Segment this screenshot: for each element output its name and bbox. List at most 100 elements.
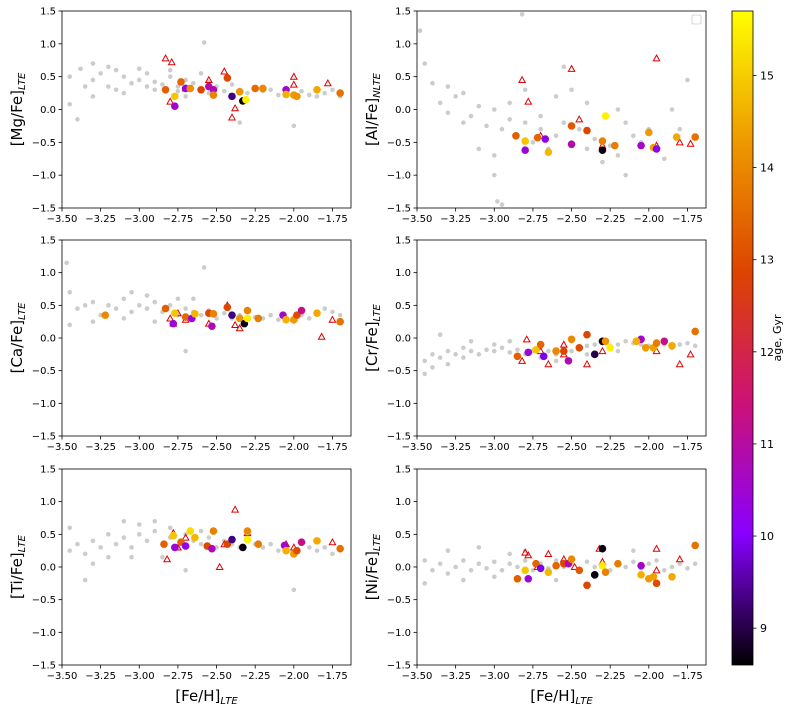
background-star-point <box>98 545 103 550</box>
age-colored-star-point <box>181 542 190 550</box>
age-colored-star-point <box>601 112 610 120</box>
background-star-point <box>692 343 698 349</box>
background-star-point <box>175 84 181 89</box>
y-axis-label: [Ni/Fe]LTE <box>363 533 383 600</box>
colorbar-tick-label: 14 <box>760 162 774 175</box>
y-tick-label: 1.0 <box>395 268 411 279</box>
y-axis-label-subscript: LTE <box>372 533 383 551</box>
comparison-triangle-point <box>289 72 298 80</box>
background-star-point <box>167 67 173 73</box>
background-star-point <box>152 528 158 534</box>
x-tick-label: −3.50 <box>402 671 433 682</box>
comparison-triangle-point <box>544 549 553 557</box>
age-colored-star-point <box>691 541 699 550</box>
background-star-point <box>82 577 88 583</box>
age-colored-star-point <box>160 540 168 548</box>
age-colored-star-point <box>601 568 610 577</box>
age-colored-star-point <box>536 564 545 573</box>
background-star-point <box>144 71 150 76</box>
comparison-triangle-point <box>181 533 190 541</box>
background-star-point <box>461 345 466 351</box>
background-star-point <box>106 303 111 308</box>
x-tick-label: −2.50 <box>201 671 232 682</box>
background-star-point <box>484 347 489 353</box>
comparison-triangle-point <box>675 359 684 368</box>
x-tick-label: −3.25 <box>440 214 471 225</box>
background-star-point <box>322 306 328 311</box>
age-colored-star-point <box>243 527 252 535</box>
age-colored-star-point <box>614 559 622 568</box>
comparison-triangle-point <box>524 551 533 559</box>
x-tick-label: −2.50 <box>201 442 232 453</box>
age-colored-star-point <box>171 309 179 317</box>
comparison-triangle-point <box>652 566 661 574</box>
y-tick-label: −1.5 <box>32 661 56 672</box>
colorbar: 9 10 11 12 13 14 15 age, Gyr <box>731 10 784 666</box>
background-star-point <box>152 319 158 324</box>
background-star-point <box>198 528 204 534</box>
background-star-point <box>136 303 142 308</box>
y-axis-label: [Ti/Fe]LTE <box>8 534 28 599</box>
x-tick-label: −3.25 <box>85 442 116 453</box>
x-tick-label: −3.00 <box>479 442 510 453</box>
age-colored-star-point <box>513 574 522 583</box>
y-tick-label: 1.5 <box>40 7 56 18</box>
x-axis-label: [Fe/H]LTE <box>175 687 238 707</box>
background-star-point <box>468 338 474 344</box>
age-colored-star-point <box>583 581 591 590</box>
background-star-point <box>422 371 428 377</box>
background-star-point <box>268 541 273 547</box>
background-star-point <box>314 94 320 99</box>
x-tick-label: −3.00 <box>479 214 510 225</box>
age-colored-star-point <box>209 86 218 94</box>
colorbar-bar <box>731 10 754 666</box>
background-star-point <box>491 574 497 580</box>
age-colored-star-point <box>313 309 321 317</box>
age-colored-star-point <box>652 145 661 153</box>
y-tick-label: −0.5 <box>32 595 56 606</box>
y-tick-label: −0.5 <box>32 366 56 377</box>
background-star-point <box>136 532 142 537</box>
background-star-point <box>468 113 474 119</box>
y-tick-label: −0.5 <box>32 138 56 149</box>
age-colored-star-point <box>228 92 236 101</box>
age-colored-star-point <box>691 133 699 141</box>
age-colored-star-point <box>186 84 195 93</box>
age-colored-star-point <box>177 78 185 86</box>
background-star-point <box>75 541 80 547</box>
background-star-point <box>461 120 466 125</box>
background-star-point <box>484 123 489 129</box>
background-star-point <box>183 567 188 573</box>
background-star-point <box>67 548 73 553</box>
background-star-point <box>299 88 304 94</box>
age-colored-star-point <box>297 306 306 315</box>
background-star-point <box>152 87 158 93</box>
x-tick-label: −3.00 <box>124 671 155 682</box>
age-colored-star-point <box>171 543 179 552</box>
background-star-point <box>113 306 119 311</box>
y-tick-label: 1.5 <box>395 7 411 18</box>
colorbar-tick-label: 13 <box>760 254 774 267</box>
background-star-point <box>661 156 667 162</box>
comparison-triangle-point <box>570 562 579 571</box>
age-colored-star-point <box>532 559 540 568</box>
age-colored-star-point <box>524 574 533 583</box>
background-star-point <box>569 87 574 93</box>
panel-6: −3.50 −3.25 −3.00 −2.75 −2.50 −2.25 −2.00 −1.75… <box>363 465 707 707</box>
comparison-triangle-point <box>231 505 240 513</box>
data-points <box>64 260 344 354</box>
x-tick-label: −2.75 <box>163 442 194 453</box>
comparison-triangle-point <box>675 554 684 563</box>
background-star-point <box>121 74 127 79</box>
background-star-point <box>654 558 659 563</box>
background-star-point <box>476 561 482 567</box>
background-star-point <box>553 558 559 563</box>
background-star-point <box>221 88 227 94</box>
y-axis-label-main: [Al/Fe] <box>363 98 381 146</box>
plot-area <box>417 240 706 436</box>
background-star-point <box>67 74 73 79</box>
age-colored-star-point <box>313 86 321 94</box>
y-tick-label: −1.5 <box>387 204 411 215</box>
background-star-point <box>229 82 235 87</box>
background-star-point <box>646 561 652 567</box>
